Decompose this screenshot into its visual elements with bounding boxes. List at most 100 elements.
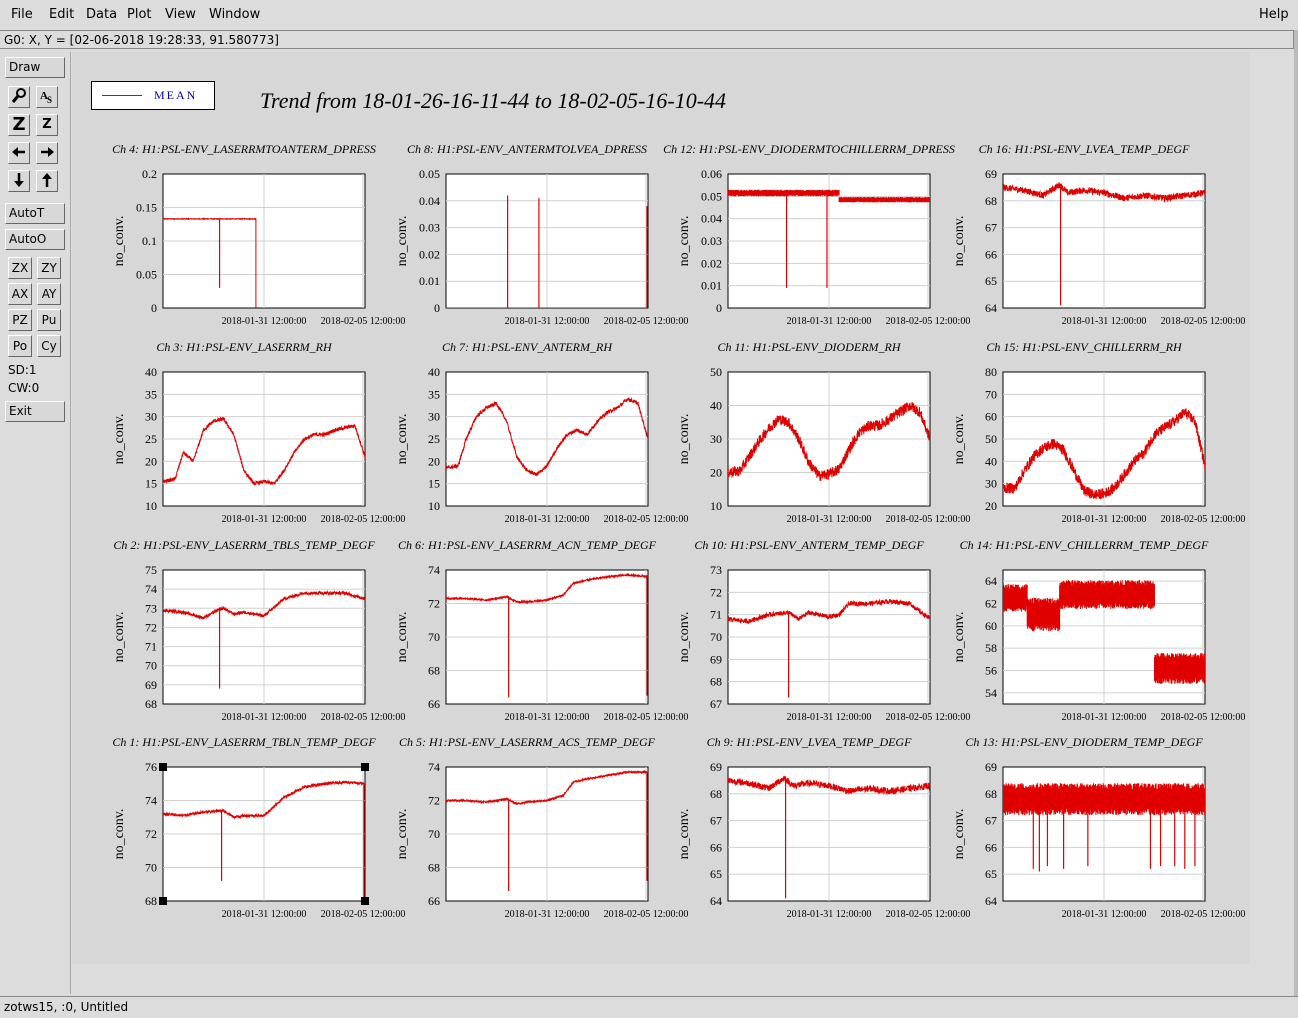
arrow-right-icon[interactable] — [36, 142, 58, 164]
chart-panel[interactable]: 67 68 69 70 71 72 73 2018-01-31 12:00:00 2018-02… — [677, 538, 970, 723]
selection-handle[interactable] — [361, 763, 369, 771]
y-tick-label: 0.02 — [701, 256, 722, 270]
y-tick-label: 40 — [145, 365, 157, 379]
y-tick-label: 20 — [985, 499, 997, 513]
y-axis-label: no_conv. — [395, 612, 410, 663]
zoom-small-icon[interactable]: Z — [36, 114, 58, 136]
selection-handle[interactable] — [159, 897, 167, 905]
chart-panel[interactable]: 10 15 20 25 30 35 40 2018-01-31 12:00:00 2018-02… — [395, 340, 688, 525]
menu-data[interactable]: Data — [86, 7, 118, 22]
autoo-button[interactable]: AutoO — [5, 229, 65, 250]
chart-panel[interactable]: 68 70 72 74 76 2018-01-31 12:00:00 2018-02-05 … — [112, 735, 405, 920]
cy-button[interactable]: Cy — [37, 335, 61, 357]
legend: MEAN — [91, 81, 215, 110]
x-tick-label: 2018-02-05 12:00:00 — [321, 712, 406, 723]
x-tick-label: 2018-01-31 12:00:00 — [505, 316, 590, 327]
series-band — [1003, 584, 1028, 612]
chart-panel[interactable]: 0 0.01 0.02 0.03 0.04 0.05 0.06 2018-01-31 12:0… — [663, 142, 970, 327]
chart-panel[interactable]: 10 20 30 40 50 2018-01-31 12:00:00 2018-02-05 … — [677, 340, 970, 525]
x-tick-label: 2018-01-31 12:00:00 — [787, 514, 872, 525]
exit-button[interactable]: Exit — [5, 401, 65, 422]
x-tick-label: 2018-01-31 12:00:00 — [222, 712, 307, 723]
zx-button[interactable]: ZX — [8, 257, 32, 279]
chart-panel[interactable]: 54 56 58 60 62 64 2018-01-31 12:00:00 2018-02-0… — [952, 538, 1245, 723]
y-tick-label: 72 — [145, 827, 157, 841]
chart-title: Ch 11: H1:PSL-ENV_DIODERM_RH — [717, 340, 901, 354]
chart-panel[interactable]: 20 30 40 50 60 70 80 2018-01-31 12:00:00 2018-02… — [952, 340, 1245, 525]
pz-button[interactable]: PZ — [8, 309, 32, 331]
y-tick-label: 70 — [710, 630, 722, 644]
arrow-down-icon[interactable] — [8, 170, 30, 192]
series-mean — [446, 195, 648, 308]
x-tick-label: 2018-01-31 12:00:00 — [1062, 316, 1147, 327]
po-button[interactable]: Po — [8, 335, 32, 357]
series-mean — [728, 189, 930, 288]
y-tick-label: 20 — [710, 466, 722, 480]
chart-panel[interactable]: 66 68 70 72 74 2018-01-31 12:00:00 2018-02-05 … — [395, 538, 688, 723]
y-tick-label: 25 — [428, 432, 440, 446]
chart-panel[interactable]: 0 0.05 0.1 0.15 0.2 2018-01-31 12:00:00 2018-0… — [112, 142, 405, 327]
y-axis-label: no_conv. — [952, 612, 967, 663]
x-tick-label: 2018-01-31 12:00:00 — [505, 909, 590, 920]
menu-window[interactable]: Window — [209, 7, 261, 22]
draw-button[interactable]: Draw — [5, 57, 65, 78]
x-tick-label: 2018-02-05 12:00:00 — [1161, 316, 1246, 327]
zy-button[interactable]: ZY — [37, 257, 61, 279]
x-tick-label: 2018-02-05 12:00:00 — [604, 514, 689, 525]
menubar: File Edit Data Plot View Window Help — [0, 0, 1298, 30]
y-tick-label: 73 — [710, 563, 722, 577]
chart-panel[interactable]: 66 68 70 72 74 2018-01-31 12:00:00 2018-02-05 … — [395, 735, 688, 920]
y-axis-label: no_conv. — [677, 414, 692, 465]
chart-panel[interactable]: 64 65 66 67 68 69 2018-01-31 12:00:00 2018-02-0… — [952, 735, 1245, 920]
y-axis-label: no_conv. — [677, 612, 692, 663]
chart-panel[interactable]: 0 0.01 0.02 0.03 0.04 0.05 2018-01-31 12:00:00… — [395, 142, 688, 327]
selection-handle[interactable] — [361, 897, 369, 905]
selection-handle[interactable] — [159, 763, 167, 771]
y-tick-label: 0 — [434, 301, 440, 315]
autot-button[interactable]: AutoT — [5, 203, 65, 224]
series-mean — [728, 598, 930, 698]
series-line — [163, 589, 365, 620]
y-tick-label: 64 — [985, 574, 997, 588]
zoom-big-icon[interactable]: Z — [8, 114, 30, 136]
y-tick-label: 30 — [710, 432, 722, 446]
arrow-up-icon[interactable] — [36, 170, 58, 192]
chart-panel[interactable]: 68 69 70 71 72 73 74 75 2018-01-31 12:00:00 2018-… — [112, 538, 405, 723]
y-tick-label: 64 — [710, 894, 722, 908]
ax-button[interactable]: AX — [8, 283, 32, 305]
y-axis-label: no_conv. — [395, 809, 410, 860]
menu-plot[interactable]: Plot — [127, 7, 152, 22]
pu-button[interactable]: Pu — [37, 309, 61, 331]
chart-title: Ch 16: H1:PSL-ENV_LVEA_TEMP_DEGF — [979, 142, 1191, 156]
chart-panel[interactable]: 10 15 20 25 30 35 40 2018-01-31 12:00:00 2018-02… — [112, 340, 405, 525]
menu-help[interactable]: Help — [1259, 7, 1289, 22]
y-tick-label: 68 — [985, 787, 997, 801]
series-line — [728, 402, 930, 481]
arrow-left-icon[interactable] — [8, 142, 30, 164]
y-tick-label: 68 — [985, 194, 997, 208]
y-tick-label: 70 — [145, 861, 157, 875]
x-tick-label: 2018-01-31 12:00:00 — [787, 316, 872, 327]
zoom-icon[interactable] — [8, 86, 30, 108]
x-tick-label: 2018-01-31 12:00:00 — [222, 909, 307, 920]
y-tick-label: 30 — [985, 477, 997, 491]
menu-view[interactable]: View — [165, 7, 196, 22]
x-tick-label: 2018-02-05 12:00:00 — [321, 909, 406, 920]
y-tick-label: 35 — [145, 387, 157, 401]
chart-title: Ch 7: H1:PSL-ENV_ANTERM_RH — [442, 340, 613, 354]
y-tick-label: 65 — [985, 867, 997, 881]
y-tick-label: 0.04 — [701, 212, 722, 226]
y-tick-label: 67 — [985, 221, 997, 235]
ay-button[interactable]: AY — [37, 283, 61, 305]
y-tick-label: 70 — [985, 387, 997, 401]
chart-panel[interactable]: 64 65 66 67 68 69 2018-01-31 12:00:00 2018-02-0… — [677, 735, 970, 920]
y-tick-label: 72 — [145, 620, 157, 634]
chart-panel[interactable]: 64 65 66 67 68 69 2018-01-31 12:00:00 2018-02-0… — [952, 142, 1245, 327]
y-tick-label: 0.1 — [142, 234, 157, 248]
x-tick-label: 2018-01-31 12:00:00 — [1062, 712, 1147, 723]
series-mean — [163, 589, 365, 689]
y-tick-label: 66 — [428, 894, 440, 908]
menu-edit[interactable]: Edit — [49, 7, 75, 22]
menu-file[interactable]: File — [11, 7, 33, 22]
